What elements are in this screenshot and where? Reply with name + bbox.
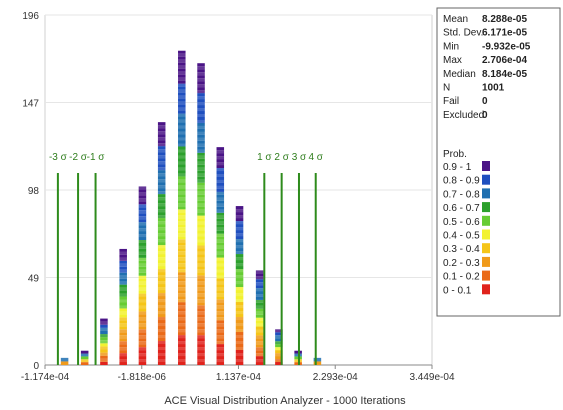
histogram-bar [235, 206, 244, 365]
legend-label: 0.2 - 0.3 [443, 258, 480, 269]
histogram-bar [100, 318, 108, 365]
x-tick-label: 1.137e-04 [216, 372, 261, 383]
stat-label: Min [443, 41, 459, 52]
legend-swatch [482, 229, 490, 240]
prob-legend: 0.9 - 1 0.8 - 0.9 0.7 - 0.8 0.6 - 0.7 0.5 - … [443, 161, 490, 296]
stat-label: Median [443, 69, 476, 80]
sigma-label: 1 σ [257, 152, 272, 163]
stat-label: Excluded [443, 110, 484, 121]
histogram-bar [60, 357, 69, 365]
sigma-label: -3 σ [49, 152, 68, 163]
histogram-bar [216, 147, 225, 365]
stat-label: Mean [443, 14, 468, 25]
y-tick-label: 49 [28, 274, 40, 285]
x-tick-label: 2.293e-04 [313, 372, 358, 383]
y-tick-label: 0 [33, 361, 39, 372]
legend-label: 0.9 - 1 [443, 162, 472, 173]
legend-label: 0.5 - 0.6 [443, 217, 480, 228]
legend-label: 0.8 - 0.9 [443, 176, 480, 187]
sigma-label: -1 σ [87, 152, 106, 163]
stat-label: Max [443, 55, 462, 66]
chart-caption: ACE Visual Distribution Analyzer - 1000 … [164, 395, 406, 407]
legend-swatch [482, 188, 490, 199]
stats-panel [436, 7, 561, 317]
x-axis-ticks: -1.174e-04 -1.818e-06 1.137e-04 2.293e-04 3.… [21, 365, 455, 383]
stat-value: 0 [482, 96, 488, 107]
legend-swatch [482, 256, 490, 267]
stat-value: 1001 [482, 83, 505, 94]
legend-swatch [482, 270, 490, 281]
histogram-bar [275, 329, 283, 365]
legend-swatch [482, 174, 490, 185]
y-axis-ticks: 0 49 98 147 196 [22, 11, 432, 372]
legend-label: 0.3 - 0.4 [443, 244, 480, 255]
histogram-bar [313, 357, 322, 365]
histogram-bar [119, 248, 127, 365]
histogram-bar [178, 50, 186, 365]
stat-label: Fail [443, 96, 459, 107]
y-tick-label: 196 [22, 11, 39, 22]
legend-label: 0.4 - 0.5 [443, 231, 480, 242]
stat-label: N [443, 83, 450, 94]
histogram-bar [138, 186, 147, 365]
stat-value: 8.184e-05 [482, 69, 527, 80]
y-tick-label: 98 [28, 186, 40, 197]
legend-swatch [482, 284, 490, 295]
histogram-bar [255, 270, 264, 365]
legend-label: 0.6 - 0.7 [443, 203, 480, 214]
stat-label: Std. Dev. [443, 28, 483, 39]
histogram-bars [60, 50, 322, 365]
legend-label: 0 - 0.1 [443, 285, 472, 296]
stat-value: -9.932e-05 [482, 41, 531, 52]
histogram-bar [157, 122, 166, 365]
x-tick-label: 3.449e-04 [409, 372, 454, 383]
stat-value: 6.171e-05 [482, 28, 527, 39]
legend-label: 0.7 - 0.8 [443, 189, 480, 200]
sigma-label: 3 σ [292, 152, 307, 163]
legend-swatch [482, 215, 490, 226]
stat-value: 2.706e-04 [482, 55, 527, 66]
stat-value: 8.288e-05 [482, 14, 527, 25]
sigma-label: 4 σ [308, 152, 323, 163]
x-tick-label: -1.174e-04 [21, 372, 70, 383]
legend-swatch [482, 161, 490, 171]
sigma-label: -2 σ [69, 152, 88, 163]
stats-table: Mean 8.288e-05 Std. Dev.6.171e-05 Min -9.932… [443, 14, 531, 121]
stat-value: 0 [482, 110, 488, 121]
x-tick-label: -1.818e-06 [118, 372, 167, 383]
legend-label: 0.1 - 0.2 [443, 272, 480, 283]
histogram-bar [197, 63, 205, 365]
sigma-label: 2 σ [274, 152, 289, 163]
prob-legend-title: Prob. [443, 149, 467, 160]
histogram-bar [80, 350, 89, 365]
legend-swatch [482, 202, 490, 213]
y-tick-label: 147 [22, 99, 39, 110]
legend-swatch [482, 243, 490, 254]
